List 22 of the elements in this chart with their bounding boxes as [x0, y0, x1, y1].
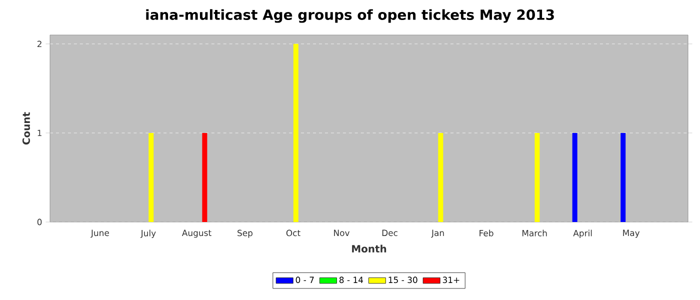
legend-label: 15 - 30	[388, 276, 418, 284]
legend-label: 8 - 14	[339, 276, 363, 284]
x-tick-label: August	[182, 230, 212, 238]
x-tick-label: Nov	[334, 230, 350, 236]
x-tick-label: Feb	[480, 230, 494, 236]
x-tick-label: April	[573, 230, 592, 238]
x-tick-label: July	[140, 230, 156, 238]
x-tick-label: Jan	[431, 230, 444, 238]
x-tick-label: Oct	[286, 230, 300, 236]
x-tick-label: Dec	[382, 230, 398, 236]
legend-label: 0 - 7	[296, 276, 314, 284]
y-axis-title: Count	[22, 112, 30, 145]
y-tick-label: 2	[37, 40, 42, 48]
chart-title: iana-multicast Age groups of open tickets May 2013	[146, 9, 554, 23]
y-tick-label: 1	[38, 130, 42, 136]
x-tick-label: Sep	[238, 230, 252, 238]
y-tick-label: 0	[37, 218, 42, 226]
x-tick-label: May	[623, 230, 640, 238]
x-axis-title: Month	[352, 244, 386, 253]
x-tick-label: June	[90, 230, 109, 238]
x-tick-label: March	[522, 230, 547, 236]
legend-label: 31+	[442, 276, 460, 284]
